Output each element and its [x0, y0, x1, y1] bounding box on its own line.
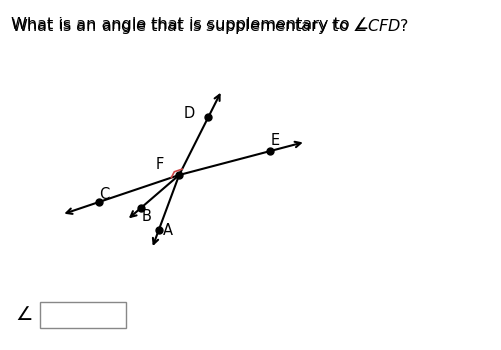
Text: A: A — [163, 223, 173, 238]
Text: C: C — [99, 188, 109, 203]
Text: What is an angle that is supplementary to ∠$\mathit{CFD}$?: What is an angle that is supplementary t… — [11, 17, 409, 36]
Bar — [40, 302, 126, 328]
Text: D: D — [183, 106, 194, 121]
Text: E: E — [271, 133, 280, 148]
Text: ∠: ∠ — [15, 305, 33, 324]
Text: B: B — [141, 209, 151, 224]
Text: F: F — [156, 157, 164, 172]
Text: What is an angle that is supplementary to ∠: What is an angle that is supplementary t… — [11, 17, 369, 32]
